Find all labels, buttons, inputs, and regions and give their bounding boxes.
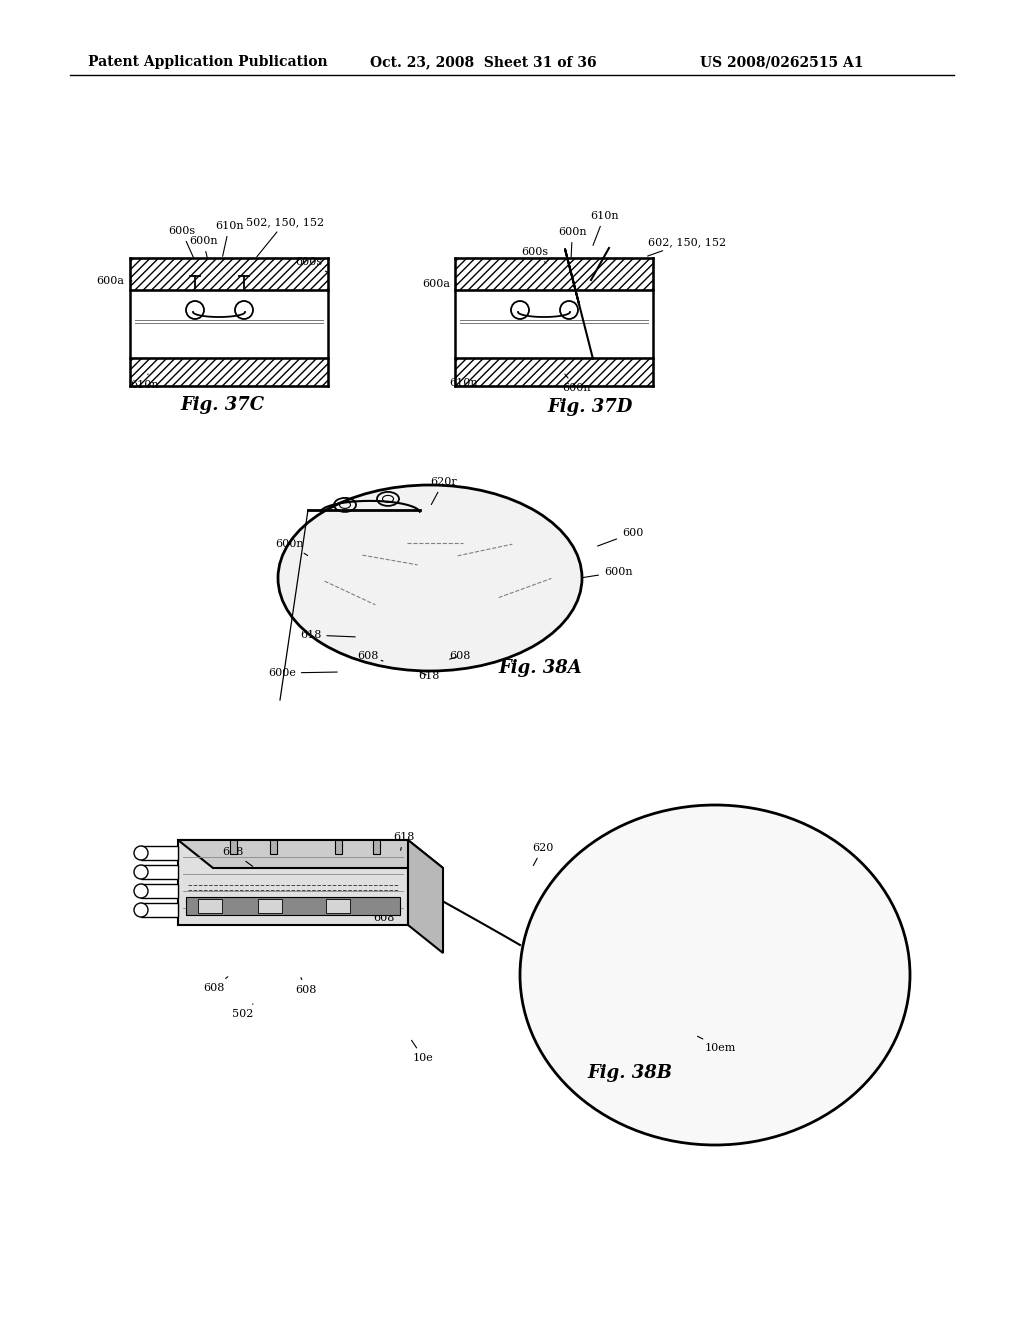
Text: 620r: 620r — [430, 477, 457, 504]
Text: Fig. 38A: Fig. 38A — [498, 659, 582, 677]
Bar — [270, 840, 278, 854]
Text: Oct. 23, 2008  Sheet 31 of 36: Oct. 23, 2008 Sheet 31 of 36 — [370, 55, 597, 69]
Text: 600s: 600s — [295, 257, 327, 272]
Text: 502, 150, 152: 502, 150, 152 — [246, 216, 325, 257]
Text: US 2008/0262515 A1: US 2008/0262515 A1 — [700, 55, 863, 69]
Ellipse shape — [278, 484, 582, 671]
Circle shape — [134, 884, 148, 898]
Circle shape — [134, 903, 148, 917]
Text: 600a: 600a — [422, 279, 457, 289]
Bar — [186, 898, 400, 915]
Text: 10em: 10em — [697, 1036, 736, 1053]
Text: 600a: 600a — [96, 276, 132, 286]
Text: 608: 608 — [222, 847, 253, 866]
Text: 600n: 600n — [189, 236, 218, 259]
Text: 618: 618 — [300, 630, 355, 640]
Text: 10e: 10e — [412, 1040, 434, 1063]
Text: 600n: 600n — [562, 374, 591, 393]
Text: 600: 600 — [598, 528, 643, 546]
Bar — [335, 840, 342, 854]
Text: 600n: 600n — [275, 539, 307, 556]
Circle shape — [134, 865, 148, 879]
Text: 608: 608 — [203, 977, 227, 993]
Text: 600s: 600s — [521, 247, 548, 263]
Bar — [141, 884, 178, 898]
Bar — [455, 358, 653, 385]
Text: 602, 150, 152: 602, 150, 152 — [647, 238, 726, 256]
Text: 620: 620 — [532, 843, 553, 866]
Text: 618: 618 — [393, 832, 415, 850]
Bar — [230, 840, 237, 854]
Bar — [178, 840, 408, 925]
Bar — [130, 257, 328, 290]
Text: 610n: 610n — [590, 211, 618, 246]
Text: 610n: 610n — [215, 220, 244, 256]
Text: 618: 618 — [418, 671, 439, 681]
Text: 600n: 600n — [558, 227, 587, 257]
Text: 600s: 600s — [168, 226, 196, 259]
Text: 608: 608 — [295, 978, 316, 995]
Text: 502: 502 — [232, 1005, 253, 1019]
Text: 610n: 610n — [449, 372, 477, 388]
Bar — [455, 257, 653, 290]
Bar — [326, 899, 350, 913]
Bar — [130, 358, 328, 385]
Bar — [373, 840, 380, 854]
Polygon shape — [408, 840, 443, 953]
Text: Fig. 38B: Fig. 38B — [588, 1064, 673, 1082]
Text: 608: 608 — [449, 651, 470, 661]
Bar — [141, 865, 178, 879]
Bar — [141, 903, 178, 917]
Polygon shape — [178, 840, 443, 869]
Text: Patent Application Publication: Patent Application Publication — [88, 55, 328, 69]
Text: 608: 608 — [357, 651, 383, 661]
Text: 608: 608 — [370, 908, 394, 923]
Text: 610n: 610n — [130, 374, 159, 389]
Text: 600n: 600n — [583, 568, 633, 578]
Bar — [141, 846, 178, 861]
Text: Fig. 37C: Fig. 37C — [180, 396, 264, 414]
Ellipse shape — [520, 805, 910, 1144]
Circle shape — [134, 846, 148, 861]
Bar — [198, 899, 222, 913]
Text: 600e: 600e — [268, 668, 337, 678]
Text: Fig. 37D: Fig. 37D — [547, 399, 633, 416]
Bar — [258, 899, 282, 913]
